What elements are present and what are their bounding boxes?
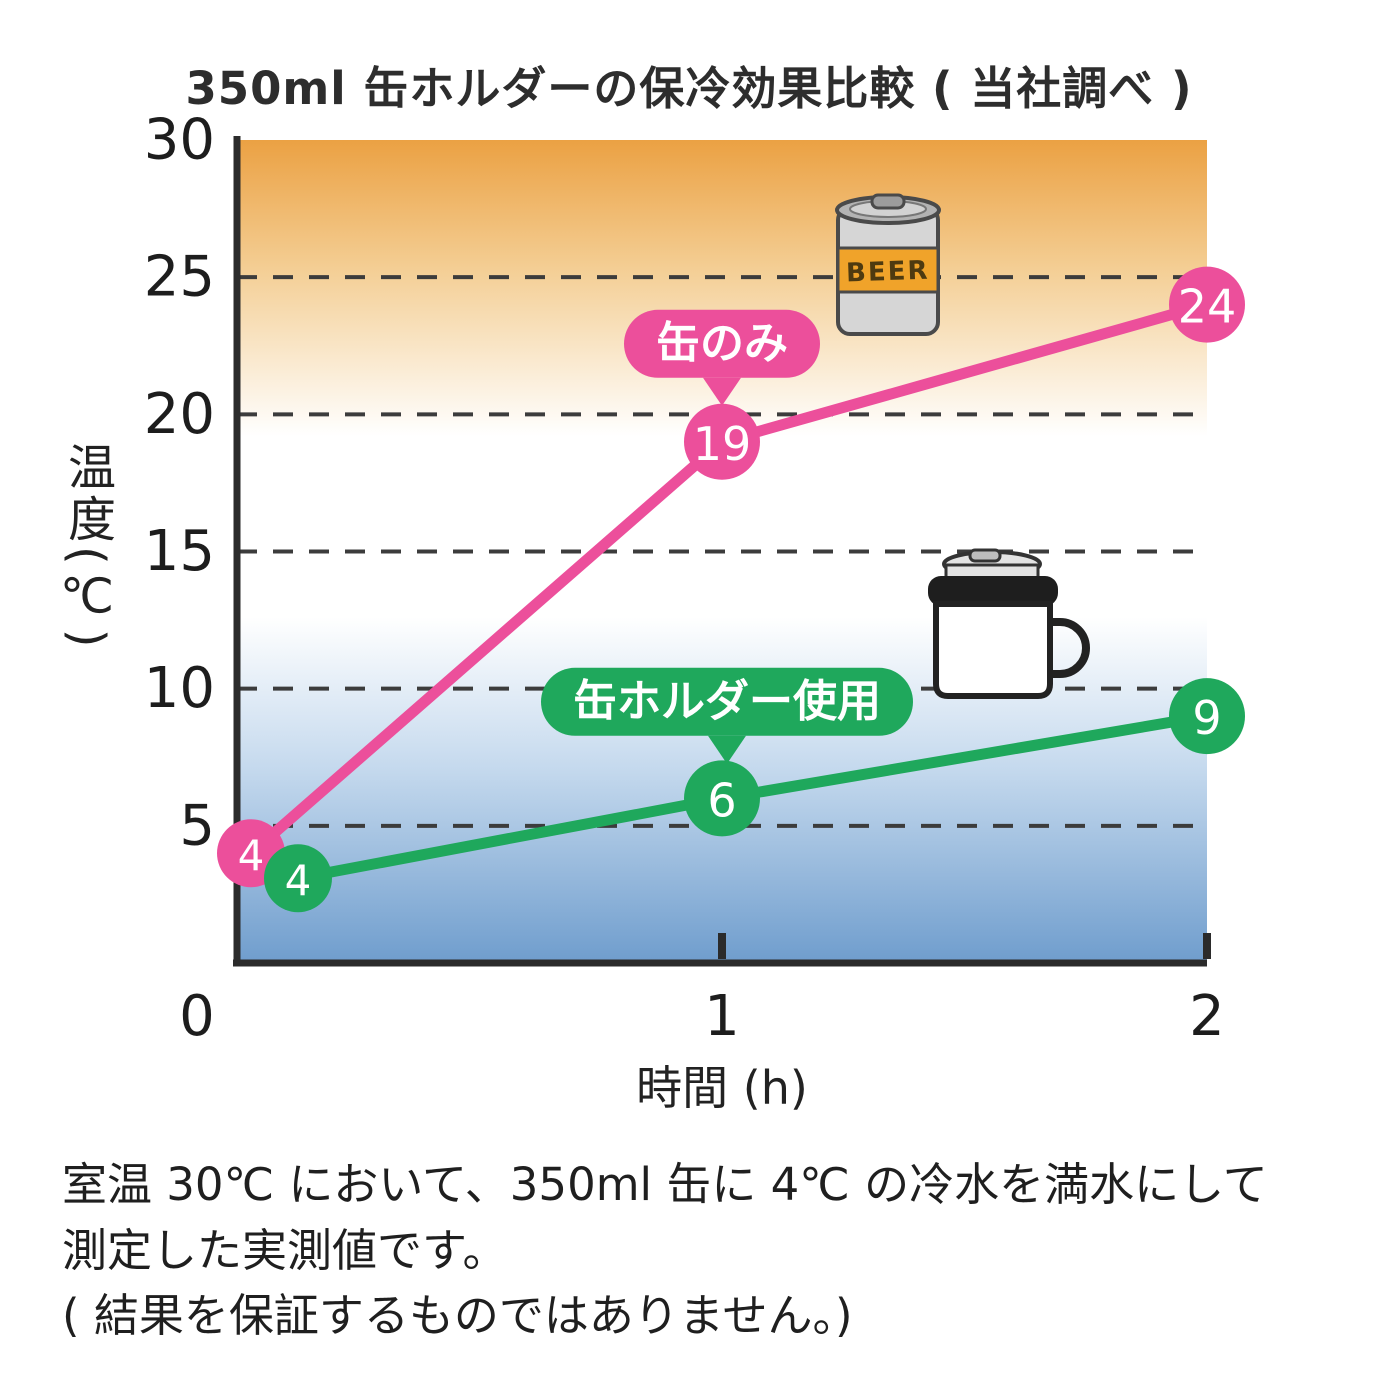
data-point-label: 4 bbox=[238, 831, 265, 880]
footnote-line-3: ( 結果を保証するものではありません。) bbox=[62, 1289, 853, 1343]
holder-body bbox=[933, 601, 1053, 699]
holder-handle bbox=[1050, 618, 1090, 678]
chart-title: 350ml 缶ホルダーの保冷効果比較 ( 当社調べ ) bbox=[185, 62, 1193, 115]
x-tick-label: 0 bbox=[179, 984, 215, 1049]
series-label-can-holder: 缶ホルダー使用 bbox=[541, 667, 913, 737]
y-tick-label: 10 bbox=[144, 656, 215, 721]
data-point-label: 6 bbox=[707, 773, 736, 827]
x-axis-title: 時間 (h) bbox=[636, 1061, 808, 1115]
beer-can-tab bbox=[870, 193, 906, 210]
y-tick-label: 15 bbox=[144, 519, 215, 584]
series-label-can-only: 缶のみ bbox=[624, 309, 820, 379]
data-point-label: 19 bbox=[693, 417, 752, 471]
data-point bbox=[1169, 266, 1245, 343]
can-holder-mug-icon bbox=[928, 548, 1090, 699]
data-point-label: 24 bbox=[1178, 280, 1237, 334]
holder-ring bbox=[928, 576, 1058, 606]
data-point bbox=[1169, 678, 1245, 755]
data-point bbox=[684, 760, 760, 837]
y-tick-label: 20 bbox=[144, 382, 215, 447]
beer-can-icon: BEER bbox=[835, 193, 941, 336]
x-tick-label: 1 bbox=[704, 984, 740, 1049]
y-axis-title: 温度(℃) bbox=[59, 442, 115, 652]
y-tick-label: 30 bbox=[144, 108, 215, 173]
data-point bbox=[684, 403, 760, 480]
beer-can-label-text: BEER bbox=[846, 256, 930, 289]
data-point-label: 9 bbox=[1192, 691, 1221, 745]
y-tick-label: 25 bbox=[144, 245, 215, 310]
data-point bbox=[264, 844, 332, 913]
footnote-line-1: 室温 30℃ において、350ml 缶に 4℃ の冷水を満水にして bbox=[62, 1158, 1268, 1211]
beer-can-label-band bbox=[836, 246, 940, 294]
footnote-line-2: 測定した実測値です。 bbox=[62, 1223, 508, 1277]
x-tick-label: 2 bbox=[1189, 984, 1225, 1049]
holder-can-tab bbox=[968, 548, 1002, 563]
y-tick-label: 5 bbox=[179, 793, 215, 858]
data-point-label: 4 bbox=[285, 856, 312, 905]
footnote: 室温 30℃ において、350ml 缶に 4℃ の冷水を満水にして 測定した実測… bbox=[62, 1152, 1338, 1349]
